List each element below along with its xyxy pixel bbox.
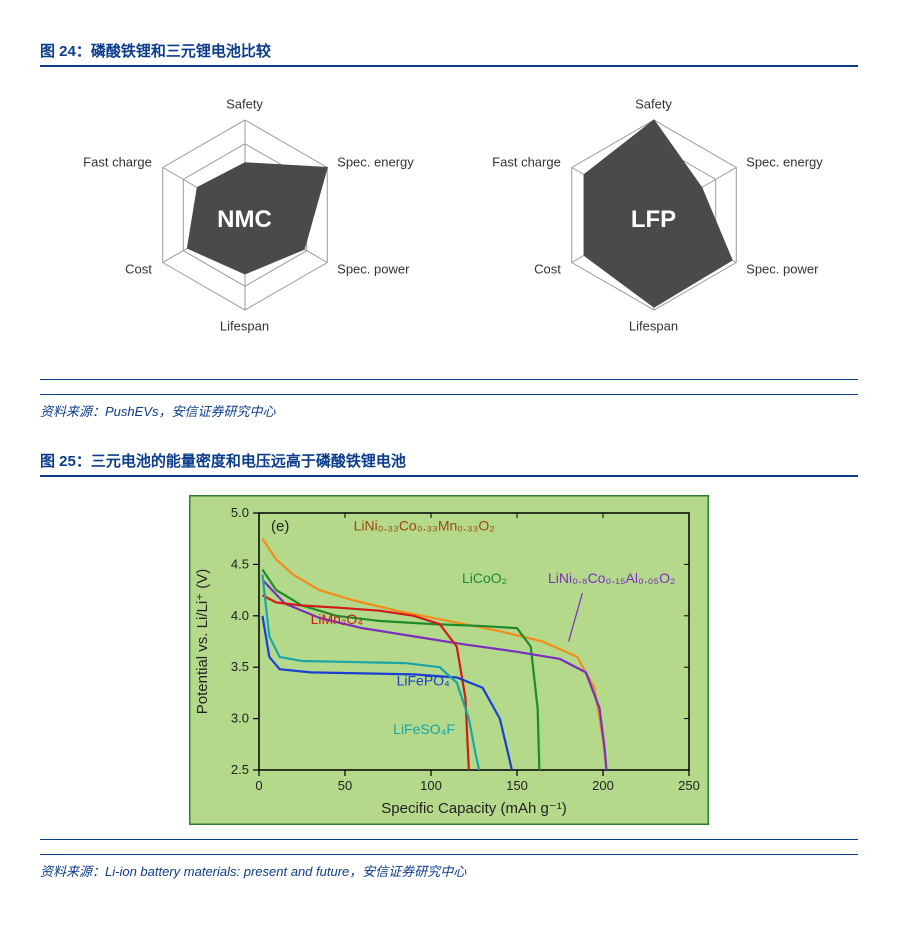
radar-axis-label: Cost bbox=[534, 261, 561, 276]
source-prefix: 资料来源： bbox=[40, 864, 105, 879]
svg-text:200: 200 bbox=[592, 778, 614, 793]
svg-text:3.0: 3.0 bbox=[231, 711, 249, 726]
source-text: Li-ion battery materials: present and fu… bbox=[105, 864, 466, 879]
svg-text:0: 0 bbox=[255, 778, 262, 793]
radar-row: NMCSafetySpec. energySpec. powerLifespan… bbox=[40, 75, 858, 375]
svg-text:5.0: 5.0 bbox=[231, 505, 249, 520]
svg-text:150: 150 bbox=[506, 778, 528, 793]
radar-axis-label: Spec. power bbox=[746, 261, 818, 276]
svg-text:LiFePO₄: LiFePO₄ bbox=[397, 673, 450, 689]
svg-text:4.5: 4.5 bbox=[231, 556, 249, 571]
figure-25: 图 25：三元电池的能量密度和电压远高于磷酸铁锂电池 0 50 100 150 200 2… bbox=[40, 450, 858, 880]
svg-text:100: 100 bbox=[420, 778, 442, 793]
source-text: PushEVs，安信证券研究中心 bbox=[105, 404, 275, 419]
svg-text:LiFeSO₄F: LiFeSO₄F bbox=[393, 721, 455, 737]
svg-text:Specific Capacity (mAh g⁻¹): Specific Capacity (mAh g⁻¹) bbox=[381, 800, 566, 817]
svg-text:LiNi₀.₈Co₀.₁₅Al₀.₀₅O₂: LiNi₀.₈Co₀.₁₅Al₀.₀₅O₂ bbox=[548, 570, 676, 586]
svg-text:3.5: 3.5 bbox=[231, 659, 249, 674]
radar-axis-label: Spec. energy bbox=[746, 154, 823, 169]
svg-text:Potential vs. Li/Li⁺ (V): Potential vs. Li/Li⁺ (V) bbox=[194, 569, 211, 714]
radar-axis-label: Fast charge bbox=[83, 154, 152, 169]
radar-axis-label: Cost bbox=[125, 261, 152, 276]
svg-text:2.5: 2.5 bbox=[231, 762, 249, 777]
radar-axis-label: Safety bbox=[226, 97, 263, 112]
voltage-capacity-chart: 0 50 100 150 200 250 2.5 3.0 3.5 4.0 4.5 5.0 Specifi… bbox=[189, 495, 709, 825]
radar-axis-label: Lifespan bbox=[629, 319, 678, 334]
svg-text:LiMn₂O₄: LiMn₂O₄ bbox=[311, 611, 364, 627]
rule bbox=[40, 839, 858, 840]
radar-axis-label: Safety bbox=[635, 97, 672, 112]
radar-axis-label: Spec. energy bbox=[337, 154, 414, 169]
source-prefix: 资料来源： bbox=[40, 404, 105, 419]
radar-axis-label: Lifespan bbox=[220, 319, 269, 334]
line-chart-wrap: 0 50 100 150 200 250 2.5 3.0 3.5 4.0 4.5 5.0 Specifi… bbox=[40, 485, 858, 835]
figure-24: 图 24：磷酸铁锂和三元锂电池比较 NMCSafetySpec. energyS… bbox=[40, 40, 858, 420]
svg-text:LiCoO₂: LiCoO₂ bbox=[462, 570, 507, 586]
svg-text:50: 50 bbox=[338, 778, 352, 793]
radar-nmc: NMCSafetySpec. energySpec. powerLifespan… bbox=[105, 95, 385, 345]
svg-text:250: 250 bbox=[678, 778, 700, 793]
svg-text:(e): (e) bbox=[271, 518, 289, 535]
svg-text:4.0: 4.0 bbox=[231, 608, 249, 623]
radar-axis-label: Fast charge bbox=[492, 154, 561, 169]
figure-24-source: 资料来源：PushEVs，安信证券研究中心 bbox=[40, 394, 858, 420]
figure-25-source: 资料来源：Li-ion battery materials: present a… bbox=[40, 854, 858, 880]
rule bbox=[40, 379, 858, 380]
figure-25-title: 图 25：三元电池的能量密度和电压远高于磷酸铁锂电池 bbox=[40, 450, 858, 477]
figure-24-title: 图 24：磷酸铁锂和三元锂电池比较 bbox=[40, 40, 858, 67]
radar-lfp: LFPSafetySpec. energySpec. powerLifespan… bbox=[514, 95, 794, 345]
radar-axis-label: Spec. power bbox=[337, 261, 409, 276]
svg-text:LiNi₀.₃₃Co₀.₃₃Mn₀.₃₃O₂: LiNi₀.₃₃Co₀.₃₃Mn₀.₃₃O₂ bbox=[354, 517, 495, 533]
